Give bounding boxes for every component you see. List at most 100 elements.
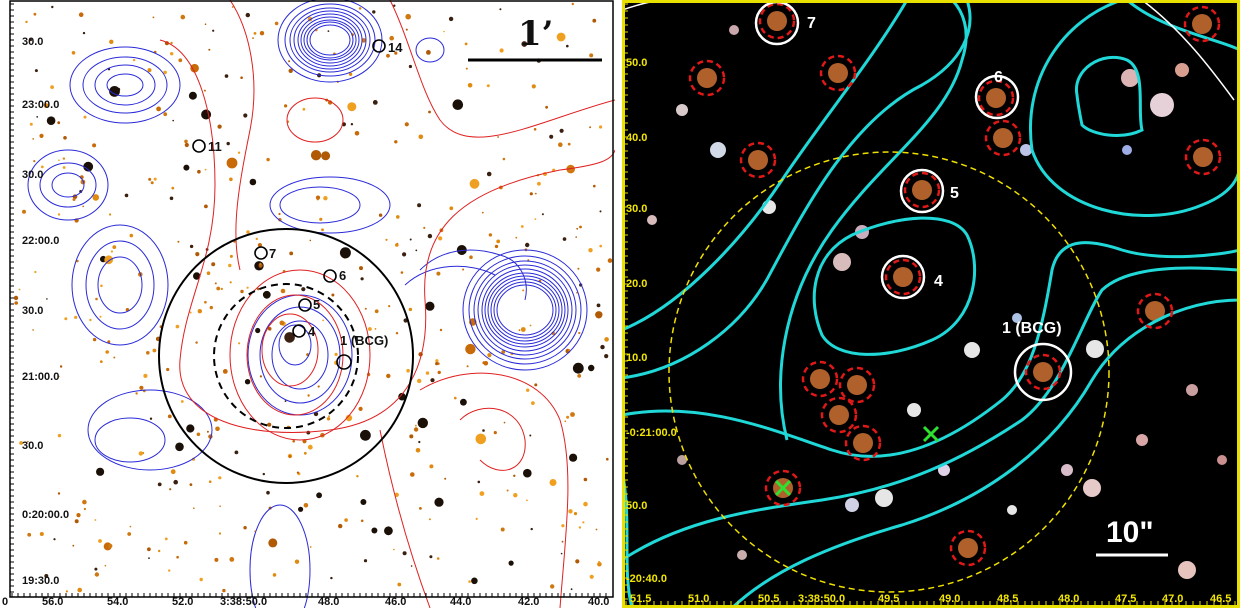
galaxy-dot	[322, 319, 324, 322]
white-arc-topright	[1141, 0, 1235, 101]
galaxy-dot	[400, 271, 404, 274]
galaxy-dot	[199, 577, 203, 582]
galaxy-dot	[46, 116, 56, 125]
source-marker-5	[298, 298, 312, 312]
galaxy-dot	[531, 401, 535, 405]
galaxy-dot	[425, 301, 435, 311]
galaxy-dot	[334, 352, 338, 356]
galaxy-dot	[566, 415, 570, 419]
galaxy-dot	[58, 159, 60, 161]
outer-aperture-circle	[158, 228, 414, 484]
galaxy-dot	[57, 375, 60, 378]
right-ra-tick: 51.5	[630, 593, 651, 605]
member-galaxy	[993, 128, 1013, 148]
galaxy-dot	[229, 254, 233, 258]
galaxy-dot	[303, 503, 309, 508]
right-image-panel: 7 6 5 4 1 (BCG) 10" 50.0 40.0 30.0 20.0 …	[622, 0, 1240, 608]
galaxy-dot	[316, 198, 319, 201]
galaxy-dot	[561, 524, 565, 528]
star-blob	[1175, 63, 1189, 77]
star-blob	[1007, 505, 1017, 515]
galaxy-dot	[25, 20, 28, 24]
galaxy-dot	[204, 168, 207, 171]
source-label-14: 14	[388, 40, 403, 55]
inner-aperture-circle	[213, 283, 359, 429]
galaxy-dot	[226, 157, 238, 169]
galaxy-dot	[354, 131, 360, 136]
x-markers	[774, 425, 940, 497]
galaxy-dot	[214, 282, 217, 285]
galaxy-dot	[417, 378, 422, 384]
galaxy-dot	[292, 439, 296, 443]
galaxy-dot	[208, 48, 211, 51]
member-galaxy	[1192, 14, 1212, 34]
galaxy-dot	[204, 23, 207, 26]
galaxy-dot	[229, 177, 233, 182]
right-dec-tick: 40.0	[626, 132, 647, 144]
galaxy-dot	[344, 518, 348, 522]
galaxy-dot	[348, 72, 353, 77]
galaxy-dot	[371, 527, 378, 534]
galaxy-dot	[466, 365, 469, 368]
galaxy-dot	[372, 100, 378, 105]
right-ra-tick: 50.5	[758, 593, 779, 605]
galaxy-dot	[409, 434, 414, 439]
galaxy-dot	[384, 526, 393, 536]
galaxy-dot	[427, 233, 433, 239]
right-ra-axis: 51.5 51.0 50.5 3:38:50.0 49.5 49.0 48.5 …	[630, 593, 1231, 605]
galaxy-dot	[195, 341, 198, 344]
galaxy-dot	[499, 48, 504, 53]
galaxy-dot	[257, 243, 262, 248]
galaxy-dot	[583, 501, 588, 507]
left-dec-tick: 30.0	[22, 440, 43, 452]
source-label-5: 5	[313, 297, 320, 312]
galaxy-dot	[428, 110, 431, 114]
galaxy-dot	[153, 177, 157, 181]
galaxy-dot	[98, 539, 102, 543]
member-circle	[1184, 138, 1222, 176]
galaxy-dot	[92, 143, 97, 148]
source-label-11: 11	[208, 139, 222, 154]
member-galaxy	[912, 180, 932, 200]
galaxy-dot	[214, 557, 219, 562]
galaxy-dot	[426, 50, 431, 55]
galaxy-dot	[316, 492, 322, 499]
galaxy-dot	[94, 567, 98, 571]
galaxy-dot	[415, 249, 418, 252]
galaxy-dot	[488, 233, 493, 237]
galaxy-dot	[502, 157, 506, 161]
galaxy-dot	[425, 371, 430, 375]
galaxy-dot	[129, 233, 134, 238]
galaxy-dot	[170, 41, 173, 45]
galaxy-dot	[397, 582, 402, 587]
galaxy-dot	[494, 244, 499, 249]
galaxy-dot	[486, 84, 490, 88]
source-circle-5	[899, 168, 945, 214]
galaxy-dot	[22, 209, 26, 214]
right-dec-tick: 50.0	[626, 500, 647, 512]
galaxy-dot	[34, 270, 37, 274]
galaxy-dot	[228, 263, 232, 268]
galaxy-dot	[338, 523, 343, 529]
galaxy-dot	[206, 430, 209, 433]
source-circle-4	[880, 254, 926, 300]
member-circle	[739, 141, 777, 179]
galaxy-dot	[479, 491, 485, 496]
galaxy-dot	[448, 16, 454, 22]
galaxy-dot	[82, 205, 85, 208]
source-label-4: 4	[308, 324, 316, 339]
galaxy-dot	[562, 237, 567, 241]
galaxy-dot	[418, 134, 424, 140]
left-dec-tick: 23:00.0	[22, 99, 59, 111]
galaxy-dot	[606, 457, 609, 461]
galaxy-dot	[393, 548, 395, 551]
galaxy-dot	[183, 164, 190, 171]
galaxy-dot	[410, 472, 415, 477]
member-galaxy	[1193, 147, 1213, 167]
galaxy-dot	[257, 287, 260, 291]
left-dec-tick: 21:00.0	[22, 371, 59, 383]
galaxy-dot	[289, 251, 294, 256]
right-ra-tick: 47.0	[1162, 593, 1183, 605]
galaxy-dot	[549, 479, 557, 486]
galaxy-dot	[76, 259, 79, 263]
